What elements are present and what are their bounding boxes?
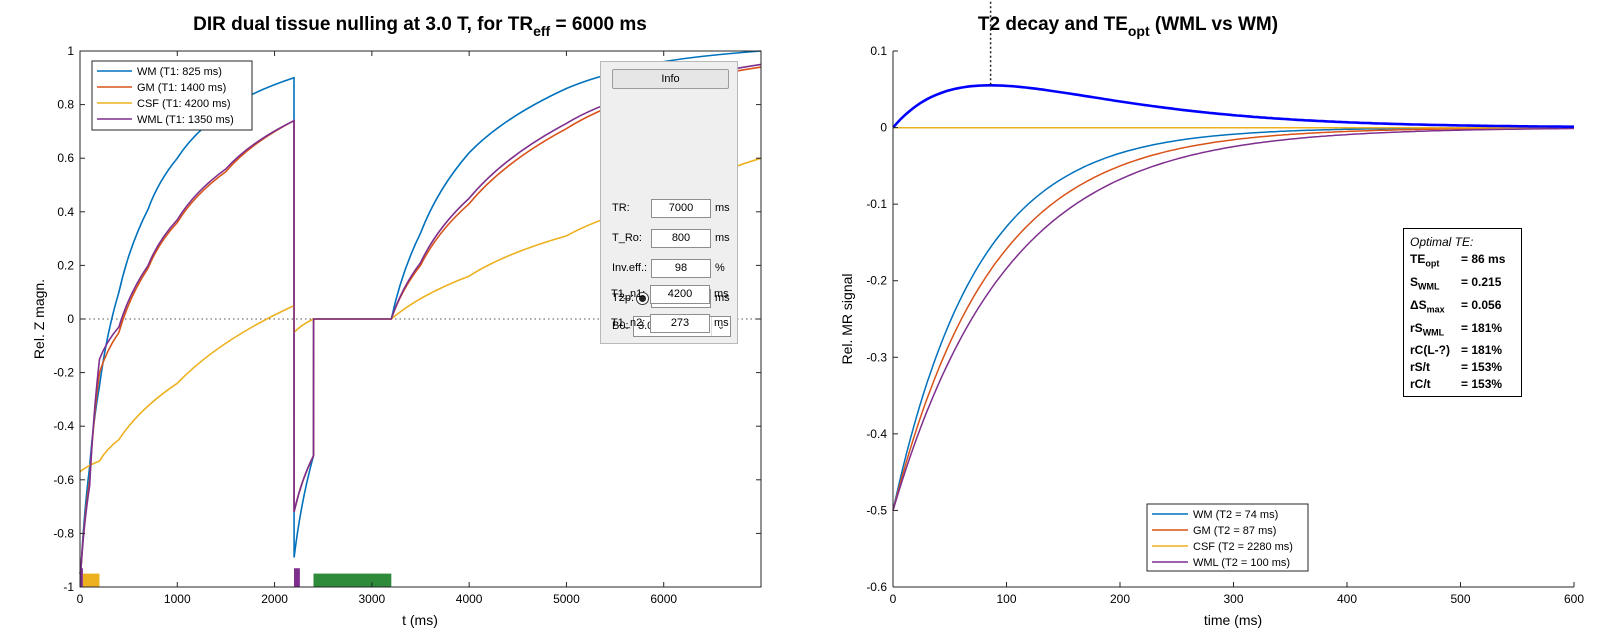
tr-input[interactable]: 7000	[651, 199, 711, 218]
right-xtick-label: 500	[1450, 592, 1470, 606]
info-button[interactable]: Info	[612, 69, 729, 89]
left-series-wml	[79, 63, 762, 574]
t2p-unit: ms	[715, 292, 730, 304]
right-xtick-label: 300	[1223, 592, 1243, 606]
left-xtick-label: 4000	[456, 592, 483, 606]
left-ytick-label: -0.2	[53, 366, 74, 380]
left-legend-label: CSF (T1: 4200 ms)	[137, 98, 231, 110]
left-ytick-label: 0.6	[57, 151, 74, 165]
result-delta-s-max: ΔSmax = 0.056	[1410, 298, 1502, 315]
right-ticks: 0 100 200 300 400 500 600 -0.6 -0.5 -0.4 -0.3 -0.2 -…	[866, 44, 1584, 606]
chevron-down-icon: ⌄	[711, 317, 730, 336]
inv-eff-unit: %	[715, 262, 725, 274]
left-ytick-label: 0.8	[57, 98, 74, 112]
left-x-label: t (ms)	[402, 612, 438, 628]
right-series-gm	[892, 127, 1574, 511]
result-te-opt: TEopt = 86 ms	[1410, 252, 1506, 269]
right-ytick-label: 0.1	[870, 44, 887, 58]
right-legend-label: WM (T2 = 74 ms)	[1193, 509, 1278, 521]
left-legend: WM (T1: 825 ms) GM (T1: 1400 ms) CSF (T1: …	[91, 60, 253, 131]
pulse-marker-inversion-1	[80, 568, 83, 587]
t-ro-row: T_Ro: 800 ms	[601, 228, 739, 250]
right-xtick-label: 400	[1337, 592, 1357, 606]
left-xtick-label: 0	[77, 592, 84, 606]
right-xtick-label: 0	[890, 592, 897, 606]
left-xtick-label: 2000	[261, 592, 288, 606]
left-legend-label: GM (T1: 1400 ms)	[137, 82, 226, 94]
tr-unit: ms	[715, 202, 730, 214]
t-ro-input[interactable]: 800	[651, 229, 711, 248]
pulse-marker-inversion-1-band	[82, 573, 100, 587]
t1-n1-label: T1_n1:	[611, 288, 646, 300]
left-ytick-label: -0.4	[53, 419, 74, 433]
dir-nulling-plot: DIR dual tissue nulling at 3.0 T, for TR…	[31, 14, 762, 628]
inv-eff-input[interactable]: 98	[651, 259, 711, 278]
right-legend: WM (T2 = 74 ms) GM (T2 = 87 ms) CSF (T2 = …	[1146, 503, 1309, 572]
t1-n2-row: T1_n2: 273 ms	[600, 313, 738, 335]
tr-row: TR: 7000 ms	[601, 198, 739, 220]
result-rc-l: rC(L-?) = 181%	[1410, 343, 1503, 357]
right-series-wml	[892, 127, 1574, 511]
result-rs-t: rS/t = 153%	[1410, 360, 1503, 374]
tr-label: TR:	[612, 202, 630, 214]
left-xtick-label: 5000	[553, 592, 580, 606]
right-ytick-label: -0.1	[866, 197, 887, 211]
right-ytick-label: -0.6	[866, 580, 887, 594]
t1-n2-input[interactable]: 273	[650, 314, 710, 333]
right-ytick-label: 0	[880, 121, 887, 135]
right-chart-title: T2 decay and TEopt (WML vs WM)	[978, 14, 1278, 39]
right-y-label: Rel. MR signal	[839, 273, 855, 364]
result-rs-wml: rSWML = 181%	[1410, 321, 1503, 338]
right-ytick-label: -0.4	[866, 427, 887, 441]
right-xtick-label: 100	[996, 592, 1016, 606]
left-ytick-label: 0.4	[57, 205, 74, 219]
t-ro-label: T_Ro:	[612, 232, 642, 244]
t1-n1-unit: ms	[714, 288, 729, 300]
inv-eff-row: Inv.eff.: 98 %	[601, 258, 739, 280]
left-ytick-label: 0	[67, 312, 74, 326]
t-ro-unit: ms	[715, 232, 730, 244]
optimal-te-title: Optimal TE:	[1410, 235, 1474, 249]
right-ytick-label: -0.2	[866, 274, 887, 288]
t1-n1-input[interactable]: 4200	[650, 285, 710, 304]
t1-n2-label: T1_n2:	[611, 317, 646, 329]
left-xtick-label: 6000	[650, 592, 677, 606]
result-s-wml: SWML = 0.215	[1410, 275, 1502, 292]
right-ytick-label: -0.3	[866, 350, 887, 364]
right-x-label: time (ms)	[1204, 612, 1262, 628]
left-xtick-label: 1000	[164, 592, 191, 606]
t2-decay-plot: T2 decay and TEopt (WML vs WM) 0 100 200 30…	[839, 0, 1584, 628]
optimal-te-box: Optimal TE: TEopt = 86 ms SWML = 0.215 Δ…	[1403, 228, 1522, 397]
right-legend-label: CSF (T2 = 2280 ms)	[1193, 541, 1293, 553]
result-rc-t: rC/t = 153%	[1410, 377, 1503, 391]
t1-n1-row: T1_n1: 4200 ms	[600, 284, 738, 306]
right-ytick-label: -0.5	[866, 503, 887, 517]
left-y-label: Rel. Z magn.	[31, 279, 47, 359]
left-ytick-label: -0.6	[53, 473, 74, 487]
left-ytick-label: 0.2	[57, 258, 74, 272]
left-ytick-label: 1	[67, 44, 74, 58]
left-ticks: 0 1000 2000 3000 4000 5000 6000 -1 -0.8 -0.6 -0.4 -…	[53, 44, 761, 606]
right-curves	[892, 0, 1574, 511]
t2p-radio[interactable]	[636, 292, 649, 305]
t2p-label: T2p:	[612, 292, 635, 304]
right-xtick-label: 600	[1564, 592, 1584, 606]
right-legend-label: GM (T2 = 87 ms)	[1193, 525, 1276, 537]
t1-n2-unit: ms	[714, 317, 729, 329]
left-xtick-label: 3000	[359, 592, 386, 606]
right-xtick-label: 200	[1110, 592, 1130, 606]
left-legend-label: WM (T1: 825 ms)	[137, 66, 222, 78]
left-chart-title: DIR dual tissue nulling at 3.0 T, for TR…	[193, 14, 647, 39]
pulse-marker-readout	[313, 573, 392, 587]
right-series-difference	[892, 84, 1574, 129]
left-ytick-label: -1	[63, 580, 74, 594]
inv-eff-label: Inv.eff.:	[612, 262, 648, 274]
b0-label: B0:	[612, 320, 629, 332]
left-legend-label: WML (T1: 1350 ms)	[137, 114, 234, 126]
left-ytick-label: -0.8	[53, 526, 74, 540]
right-legend-label: WML (T2 = 100 ms)	[1193, 557, 1290, 569]
pulse-marker-inversion-2	[294, 568, 300, 587]
